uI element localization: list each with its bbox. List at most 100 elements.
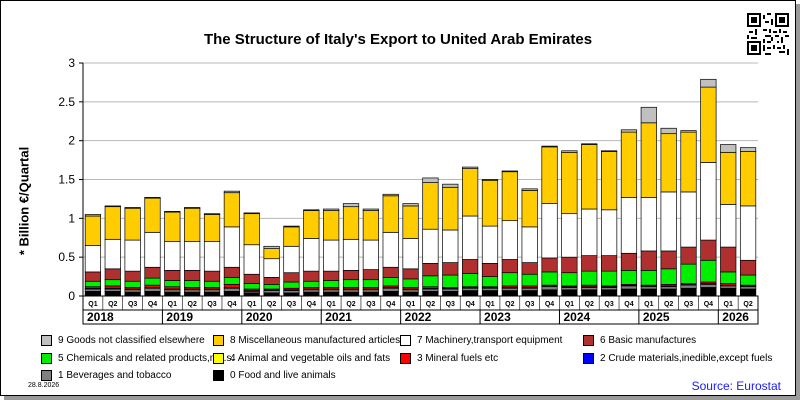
bar-segment: [521, 188, 538, 191]
bar-segment: [601, 150, 618, 152]
x-tick-label: Q3: [128, 301, 137, 308]
x-tick-label: Q3: [525, 301, 534, 308]
bar-segment: [501, 170, 518, 173]
x-tick-label: Q2: [505, 301, 514, 308]
y-tick-label: 3: [68, 56, 75, 70]
bar-segment: [303, 238, 320, 272]
chart-date: 28.8.2026: [28, 382, 60, 389]
legend-swatch: [41, 335, 52, 346]
bar-segment: [283, 225, 300, 228]
source-note: Source: Eurostat: [691, 379, 781, 393]
bar-segment: [323, 280, 340, 288]
bar-segment: [601, 289, 618, 297]
bar-segment: [720, 151, 737, 205]
bar-segment: [164, 211, 181, 242]
legend-swatch: [41, 353, 52, 364]
bar-segment: [660, 191, 677, 252]
legend-label: 4 Animal and vegetable oils and fats: [230, 353, 391, 364]
bar-segment: [601, 255, 618, 272]
year-label: 2025: [643, 310, 670, 324]
bar-segment: [680, 287, 697, 297]
bar-segment: [203, 270, 221, 282]
bar-segment: [481, 263, 499, 277]
bar-segment: [541, 286, 558, 291]
bar-segment: [362, 239, 379, 270]
bar-segment: [243, 212, 260, 215]
bar-segment: [203, 241, 221, 272]
bar-segment: [680, 191, 697, 248]
bar-segment: [541, 146, 558, 204]
bar-segment: [700, 162, 717, 241]
bar-segment: [223, 266, 240, 278]
bar-segment: [581, 255, 598, 272]
bar-segment: [581, 144, 598, 210]
bar-segment: [581, 270, 598, 286]
bar-segment: [164, 210, 181, 213]
bar-segment: [323, 270, 340, 281]
bar-segment: [164, 291, 181, 297]
bar-segment: [680, 284, 697, 289]
bar-segment: [144, 290, 161, 297]
bar-segment: [164, 280, 181, 288]
year-label: 2026: [722, 310, 749, 324]
x-tick-label: Q1: [724, 301, 733, 308]
x-tick-label: Q4: [545, 301, 554, 308]
bar-segment: [124, 207, 141, 241]
bar-segment: [303, 291, 320, 297]
bar-segment: [660, 288, 677, 297]
bar-segment: [223, 190, 240, 194]
bar-segment: [442, 183, 459, 188]
bar-segment: [620, 131, 638, 198]
bar-segment: [462, 273, 479, 288]
bar-segment: [203, 213, 221, 215]
legend-label: 9 Goods not classified elsewhere: [58, 335, 205, 346]
x-tick-label: Q3: [446, 301, 455, 308]
bar-segment: [660, 127, 677, 135]
bar-segment: [601, 209, 618, 256]
bar-segment: [501, 259, 518, 274]
legend-swatch: [213, 370, 224, 381]
legend-item: 3 Mineral fuels etc: [400, 353, 498, 364]
bar-segment: [263, 258, 280, 278]
bar-segment: [620, 252, 638, 271]
bar-segment: [164, 270, 181, 281]
legend-item: 7 Machinery,transport equipment: [400, 335, 562, 346]
legend-label: 5 Chemicals and related products,n.e.s.: [58, 353, 235, 364]
x-tick-label: Q1: [565, 301, 574, 308]
bar-segment: [84, 271, 102, 282]
bar-segment: [342, 291, 360, 297]
bar-segment: [243, 213, 260, 246]
bar-segment: [243, 283, 260, 290]
bar-segment: [720, 271, 737, 284]
x-tick-label: Q2: [426, 301, 435, 308]
bar-segment: [581, 289, 598, 297]
bar-segment: [84, 290, 102, 297]
bar-segment: [700, 239, 717, 261]
bar-segment: [521, 190, 538, 228]
x-tick-label: Q2: [188, 301, 197, 308]
x-tick-label: Q3: [604, 301, 613, 308]
bar-segment: [422, 263, 439, 277]
bar-segment: [601, 151, 618, 211]
bar-segment: [203, 214, 221, 242]
bar-segment: [640, 288, 657, 297]
bar-segment: [84, 280, 102, 288]
bar-segment: [223, 284, 240, 288]
legend-label: 8 Miscellaneous manufactured articles: [230, 335, 401, 346]
bar-segment: [303, 280, 320, 288]
bar-segment: [382, 277, 399, 287]
legend-swatch: [583, 353, 594, 364]
bar-segment: [342, 279, 360, 288]
bar-segment: [104, 206, 121, 240]
x-tick-label: Q3: [207, 301, 216, 308]
x-tick-label: Q4: [227, 301, 236, 308]
bar-segment: [442, 290, 459, 297]
bar-segment: [680, 130, 697, 133]
bar-segment: [640, 250, 657, 271]
legend-item: 8 Miscellaneous manufactured articles: [213, 335, 400, 346]
bar-segment: [739, 205, 757, 261]
legend-swatch: [213, 353, 224, 364]
bar-segment: [184, 270, 201, 281]
x-tick-label: Q4: [148, 301, 157, 308]
legend-swatch: [583, 335, 594, 346]
